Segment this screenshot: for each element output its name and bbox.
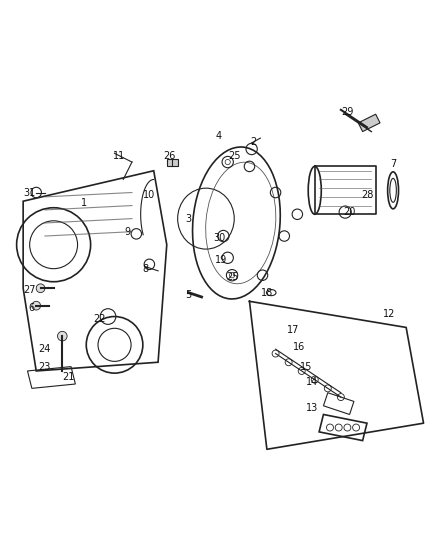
Text: 12: 12 — [382, 309, 395, 319]
Polygon shape — [358, 114, 380, 132]
Text: 23: 23 — [39, 362, 51, 373]
Text: 21: 21 — [63, 373, 75, 383]
Text: 9: 9 — [124, 227, 131, 237]
Text: 30: 30 — [213, 233, 225, 243]
Text: 13: 13 — [307, 403, 319, 413]
Circle shape — [298, 367, 305, 375]
Text: 25: 25 — [228, 150, 240, 160]
Circle shape — [272, 350, 279, 357]
Text: 1: 1 — [81, 198, 87, 208]
Circle shape — [36, 284, 45, 293]
Text: 19: 19 — [215, 255, 227, 265]
Text: 20: 20 — [343, 207, 356, 217]
Text: 17: 17 — [287, 325, 299, 335]
Text: 10: 10 — [143, 190, 155, 200]
Text: 14: 14 — [307, 377, 319, 387]
Text: 31: 31 — [24, 188, 36, 198]
Bar — [167, 158, 178, 166]
Circle shape — [324, 385, 331, 392]
Text: 5: 5 — [185, 290, 192, 300]
Circle shape — [311, 376, 318, 383]
Text: 27: 27 — [23, 286, 36, 295]
Text: 29: 29 — [341, 107, 353, 117]
Circle shape — [337, 393, 344, 400]
Circle shape — [32, 301, 41, 310]
Text: 4: 4 — [216, 131, 222, 141]
Text: 15: 15 — [300, 361, 312, 372]
Text: 11: 11 — [113, 150, 125, 160]
Circle shape — [57, 332, 67, 341]
Text: 24: 24 — [39, 344, 51, 354]
Text: 18: 18 — [261, 288, 273, 297]
Text: 22: 22 — [93, 314, 106, 324]
Text: 6: 6 — [29, 303, 35, 313]
Text: 8: 8 — [142, 264, 148, 273]
Text: 26: 26 — [163, 150, 175, 160]
Text: 28: 28 — [361, 190, 373, 200]
Text: 2: 2 — [251, 138, 257, 148]
Text: 3: 3 — [185, 214, 191, 224]
Circle shape — [285, 359, 292, 366]
Text: 16: 16 — [293, 342, 306, 352]
Text: 25: 25 — [226, 272, 238, 282]
Text: 7: 7 — [390, 159, 396, 169]
